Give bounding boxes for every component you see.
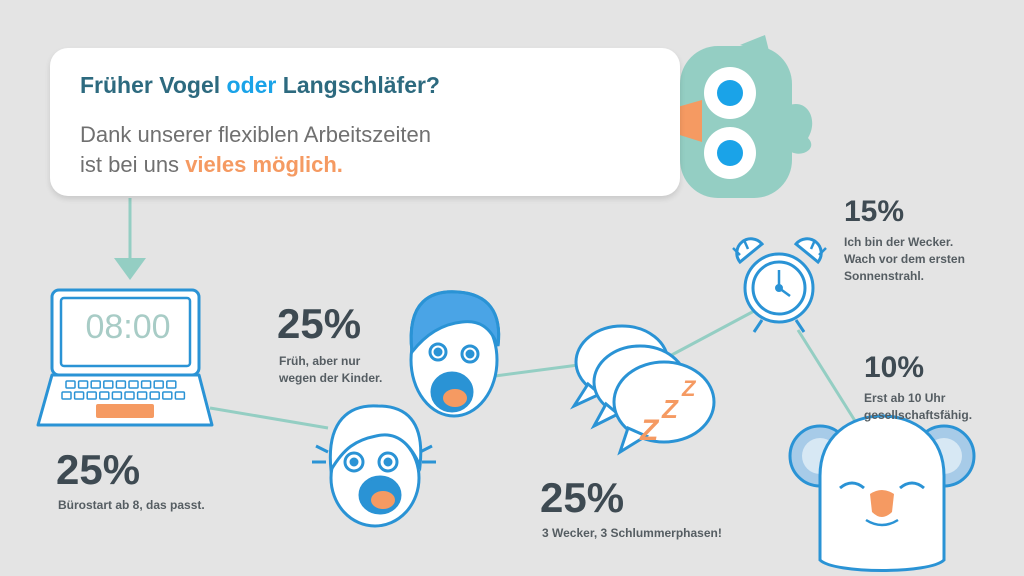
zzz-letters: Z Z Z — [639, 376, 697, 447]
keyboard-key — [65, 380, 76, 389]
stat-percent-office-start: 25% — [56, 446, 141, 493]
keyboard-key — [90, 380, 101, 389]
keyboard-key — [124, 391, 135, 400]
screaming-face-icon — [409, 290, 501, 418]
keyboard-key — [149, 391, 160, 400]
subtitle-line-2-prefix: ist bei uns — [80, 152, 180, 177]
headline-card: Früher Vogel oder Langschläfer? Dank uns… — [50, 48, 680, 196]
stat-percent-alarm: 15% — [844, 195, 905, 228]
connector-lines — [128, 198, 864, 433]
stat-label-late: Erst ab 10 Uhr gesellschaftsfähig. — [864, 390, 972, 424]
stat-label-line: wegen der Kinder. — [279, 371, 383, 385]
keyboard-key — [73, 391, 85, 400]
stat-label-office-start: Bürostart ab 8, das passt. — [58, 497, 205, 514]
subtitle-highlight: vieles möglich. — [185, 152, 343, 177]
keyboard-key — [103, 380, 114, 389]
stat-percent-late: 10% — [864, 351, 925, 384]
stat-label-line: Sonnenstrahl. — [844, 269, 925, 283]
keyboard-key — [128, 380, 139, 389]
speech-bubbles-icon — [569, 324, 716, 456]
keyboard-key — [77, 380, 89, 389]
keyboard-key — [174, 391, 186, 400]
keyboard-key — [86, 391, 97, 400]
shocked-face-icon — [312, 404, 436, 528]
title-part-early-bird: Früher Vogel — [80, 72, 221, 98]
zzz-letter: Z — [661, 394, 679, 424]
stat-label-snooze: 3 Wecker, 3 Schlummerphasen! — [542, 525, 722, 542]
koala-icon — [788, 414, 976, 572]
stat-label-line: gesellschaftsfähig. — [864, 408, 973, 422]
zzz-letter: Z — [639, 414, 660, 447]
keyboard-key — [153, 380, 164, 389]
stat-percent-snooze: 25% — [540, 474, 625, 521]
title-conjunction: oder — [226, 72, 277, 98]
keyboard-key — [136, 391, 148, 400]
keyboard-key — [140, 380, 152, 389]
zzz-letter: Z — [681, 376, 697, 401]
stat-label-line: Wach vor dem ersten — [844, 252, 965, 266]
keyboard-key — [115, 380, 127, 389]
stat-label-line: 3 Wecker, 3 Schlummerphasen! — [542, 526, 722, 540]
stat-percent-kids: 25% — [277, 300, 362, 347]
keyboard-key — [166, 380, 177, 389]
stat-label-line: Früh, aber nur — [279, 354, 361, 368]
arrow-down-icon — [114, 258, 146, 280]
title-part-late-sleeper: Langschläfer? — [282, 72, 440, 98]
stat-label-line: Ich bin der Wecker. — [844, 235, 954, 249]
keyboard-key — [99, 391, 110, 400]
alarm-clock-icon — [732, 237, 827, 333]
keyboard-key — [111, 391, 123, 400]
headline-title: Früher Vogel oder Langschläfer? — [80, 72, 440, 99]
keyboard-key — [162, 391, 173, 400]
subtitle-line-1: Dank unserer flexiblen Arbeitszeiten — [80, 122, 431, 147]
stat-label-line: Bürostart ab 8, das passt. — [58, 498, 205, 512]
keyboard — [61, 380, 186, 400]
laptop-icon — [36, 288, 214, 427]
keyboard-key — [61, 391, 72, 400]
laptop-screen-time: 08:00 — [85, 308, 171, 346]
stat-label-line: Erst ab 10 Uhr — [864, 391, 946, 405]
stat-label-kids: Früh, aber nur wegen der Kinder. — [279, 353, 382, 387]
bird-icon — [632, 35, 813, 198]
headline-subtitle: Dank unserer flexiblen Arbeitszeiten ist … — [80, 120, 431, 180]
stat-label-alarm: Ich bin der Wecker. Wach vor dem ersten … — [844, 234, 965, 285]
